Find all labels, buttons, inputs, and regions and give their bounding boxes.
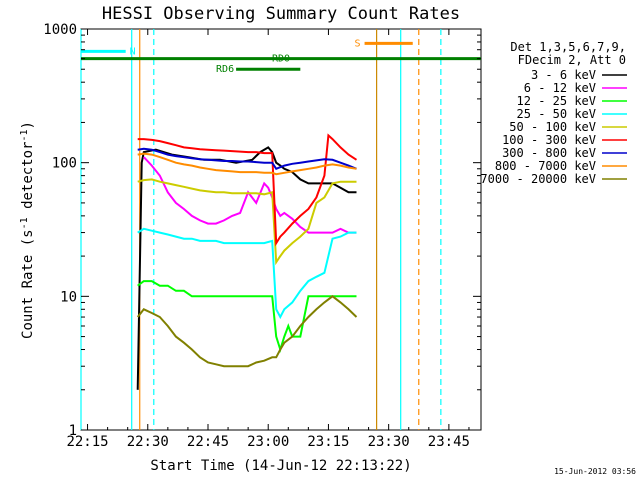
legend-label-1: 6 - 12 keV [524, 81, 596, 95]
series-line-5 [137, 133, 358, 247]
legend-label-0: 3 - 6 keV [531, 68, 596, 82]
series-line-6 [137, 147, 357, 171]
y-tick-label-1: 10 [60, 289, 77, 305]
axis-ticks: 22:15 22:30 22:45 23:00 23:15 23:30 23:45 1 10 10… [43, 22, 481, 450]
vertical-markers [80, 29, 442, 430]
chart-title: HESSI Observing Summary Count Rates [102, 4, 460, 24]
legend-header-line-1: Det 1,3,5,6,7,9, [510, 40, 626, 54]
series-layer [136, 133, 358, 390]
attenuator-annotations: RD0 RD6 N S [81, 38, 481, 75]
legend-label-3: 25 - 50 keV [517, 107, 596, 121]
annotation-label-RD6: RD6 [216, 64, 234, 75]
annotation-label-RD0: RD0 [272, 54, 290, 65]
x-tick-label-6: 23:45 [428, 434, 470, 450]
series-line-3 [137, 227, 357, 320]
legend-header-line-2: FDecim 2, Att 0 [518, 53, 626, 67]
legend: Det 1,3,5,6,7,9, FDecim 2, Att 0 3 - 6 k… [480, 40, 627, 186]
x-tick-label-2: 22:45 [187, 434, 229, 450]
legend-label-8: 7000 - 20000 keV [480, 172, 596, 186]
legend-label-6: 300 - 800 keV [502, 146, 596, 160]
annotation-label-S: S [355, 38, 361, 49]
series-line-2 [137, 280, 357, 353]
annotation-label-N: N [130, 46, 136, 57]
x-tick-label-1: 22:30 [127, 434, 169, 450]
y-tick-label-2: 100 [52, 156, 77, 172]
series-line-7 [137, 152, 357, 176]
footer-timestamp: 15-Jun-2012 03:56 [554, 467, 636, 476]
legend-label-2: 12 - 25 keV [517, 94, 596, 108]
x-tick-label-0: 22:15 [66, 434, 108, 450]
series-line-4 [137, 178, 357, 266]
y-axis-label: Count Rate (s-1 detector-1) [19, 121, 36, 339]
legend-label-7: 800 - 7000 keV [495, 159, 596, 173]
x-tick-label-5: 23:30 [368, 434, 410, 450]
x-axis-label: Start Time (14-Jun-12 22:13:22) [150, 458, 411, 474]
y-tick-label-3: 1000 [43, 22, 77, 38]
x-tick-label-4: 23:15 [307, 434, 349, 450]
y-tick-label-0: 1 [69, 423, 77, 439]
legend-label-5: 100 - 300 keV [502, 133, 596, 147]
legend-label-4: 50 - 100 keV [509, 120, 596, 134]
x-tick-label-3: 23:00 [247, 434, 289, 450]
series-line-8 [136, 295, 358, 368]
